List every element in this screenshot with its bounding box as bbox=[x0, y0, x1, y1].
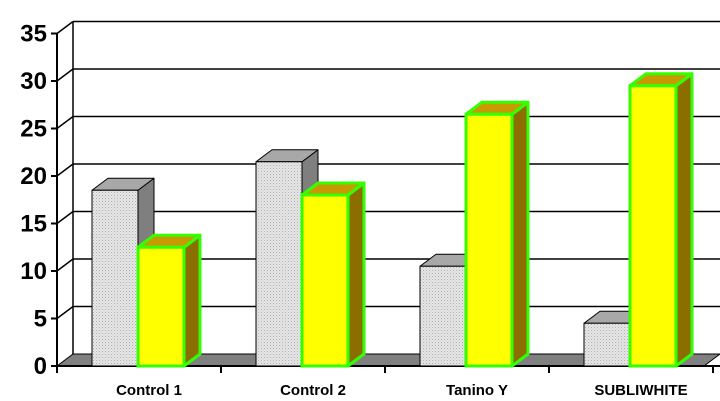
y-tick-label: 10 bbox=[20, 258, 47, 285]
y-tick-label: 35 bbox=[20, 21, 47, 48]
bar-series-2-1-front bbox=[300, 193, 350, 368]
bar-series-2-2-side bbox=[510, 100, 530, 368]
bar-series-2-2 bbox=[464, 100, 530, 368]
gridline-side-35 bbox=[56, 20, 74, 35]
y-tick-label: 25 bbox=[20, 116, 47, 143]
bar-series-1-3-front bbox=[583, 322, 631, 367]
bar-series-2-0 bbox=[136, 233, 202, 368]
gridline-side-5 bbox=[56, 305, 74, 320]
gridline-side-20 bbox=[56, 163, 74, 177]
bar-series-2-0-side bbox=[182, 233, 202, 368]
y-tick-label: 5 bbox=[34, 306, 47, 333]
x-tick-label: Control 2 bbox=[280, 382, 346, 399]
gridline-side-15 bbox=[56, 210, 74, 225]
bar-layer bbox=[91, 72, 694, 368]
bar-series-2-0-front bbox=[136, 245, 186, 368]
bar-series-2-3 bbox=[628, 72, 694, 368]
bar-series-2-3-front bbox=[628, 84, 678, 368]
bar-series-1-2-front bbox=[419, 265, 467, 367]
bar-series-2-1 bbox=[300, 181, 366, 368]
bar-series-2-2-front bbox=[464, 112, 514, 368]
y-tick-label: 0 bbox=[34, 353, 47, 380]
bar-series-2-3-side bbox=[674, 72, 694, 368]
bar-series-2-1-side bbox=[346, 181, 366, 368]
bar-series-1-1-front bbox=[255, 161, 303, 367]
y-tick-label: 30 bbox=[20, 68, 47, 95]
x-tick-label: Control 1 bbox=[116, 382, 182, 399]
bar-series-1-0-front bbox=[91, 189, 139, 367]
gridline-side-10 bbox=[56, 258, 74, 272]
label-layer: 0 5 10 15 20 25 30 35 Control 1 Control 2 Tanino Y… bbox=[20, 21, 687, 400]
x-tick-label: SUBLIWHITE bbox=[594, 382, 687, 399]
y-tick-label: 20 bbox=[20, 163, 47, 190]
gridline-side-30 bbox=[56, 68, 74, 82]
y-tick-label: 15 bbox=[20, 211, 47, 238]
gridline-side-25 bbox=[56, 115, 74, 130]
x-tick-label: Tanino Y bbox=[446, 382, 508, 399]
